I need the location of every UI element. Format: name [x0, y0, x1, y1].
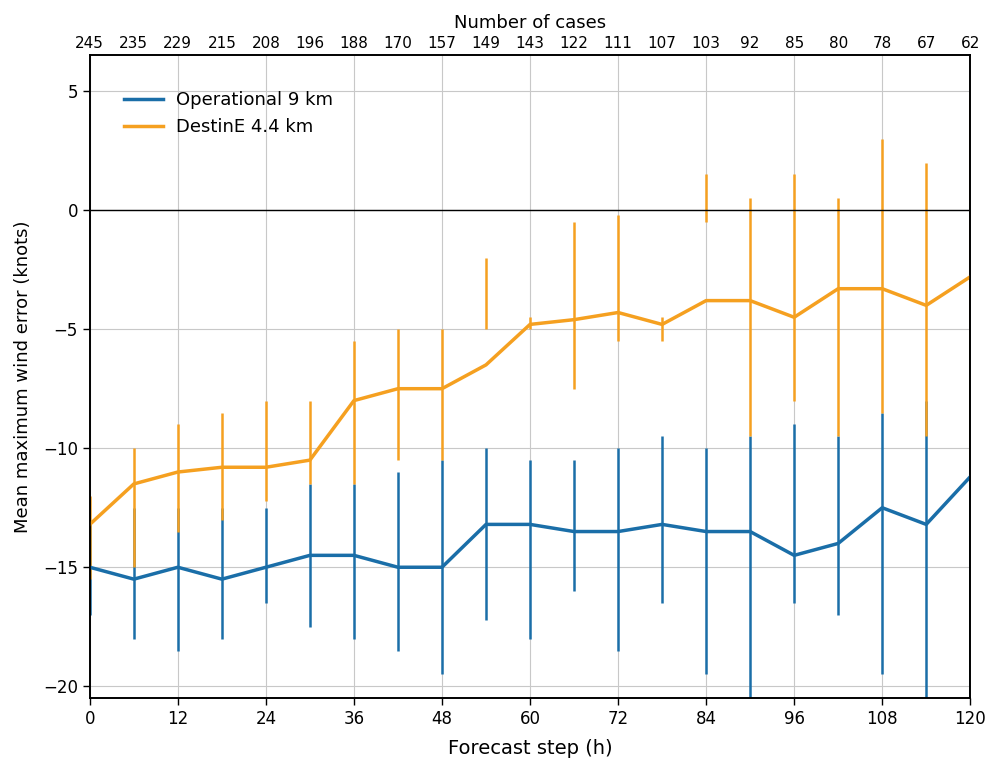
Operational 9 km: [920, 520, 932, 529]
Operational 9 km: [656, 520, 668, 529]
DestinE 4.4 km: [216, 462, 228, 472]
Operational 9 km: [172, 563, 184, 572]
DestinE 4.4 km: [612, 308, 624, 317]
X-axis label: Forecast step (h): Forecast step (h): [448, 739, 612, 758]
DestinE 4.4 km: [656, 320, 668, 329]
Operational 9 km: [744, 527, 756, 537]
DestinE 4.4 km: [480, 361, 492, 370]
DestinE 4.4 km: [84, 520, 96, 529]
DestinE 4.4 km: [920, 301, 932, 310]
Y-axis label: Mean maximum wind error (knots): Mean maximum wind error (knots): [14, 221, 32, 533]
Operational 9 km: [84, 563, 96, 572]
Operational 9 km: [964, 472, 976, 482]
DestinE 4.4 km: [392, 384, 404, 393]
DestinE 4.4 km: [788, 313, 800, 322]
Legend: Operational 9 km, DestinE 4.4 km: Operational 9 km, DestinE 4.4 km: [116, 83, 340, 143]
Operational 9 km: [700, 527, 712, 537]
DestinE 4.4 km: [260, 462, 272, 472]
Line: DestinE 4.4 km: DestinE 4.4 km: [90, 277, 970, 524]
Operational 9 km: [348, 550, 360, 560]
Operational 9 km: [612, 527, 624, 537]
DestinE 4.4 km: [304, 455, 316, 465]
Line: Operational 9 km: Operational 9 km: [90, 477, 970, 579]
DestinE 4.4 km: [128, 479, 140, 489]
DestinE 4.4 km: [172, 467, 184, 476]
X-axis label: Number of cases: Number of cases: [454, 14, 606, 32]
Operational 9 km: [128, 574, 140, 584]
Operational 9 km: [524, 520, 536, 529]
Operational 9 km: [304, 550, 316, 560]
DestinE 4.4 km: [744, 296, 756, 305]
DestinE 4.4 km: [348, 396, 360, 405]
Operational 9 km: [876, 503, 888, 513]
DestinE 4.4 km: [436, 384, 448, 393]
DestinE 4.4 km: [832, 284, 844, 293]
Operational 9 km: [788, 550, 800, 560]
DestinE 4.4 km: [700, 296, 712, 305]
Operational 9 km: [436, 563, 448, 572]
DestinE 4.4 km: [964, 273, 976, 282]
Operational 9 km: [832, 539, 844, 548]
DestinE 4.4 km: [876, 284, 888, 293]
Operational 9 km: [216, 574, 228, 584]
DestinE 4.4 km: [524, 320, 536, 329]
DestinE 4.4 km: [568, 315, 580, 324]
Operational 9 km: [480, 520, 492, 529]
Operational 9 km: [392, 563, 404, 572]
Operational 9 km: [568, 527, 580, 537]
Operational 9 km: [260, 563, 272, 572]
